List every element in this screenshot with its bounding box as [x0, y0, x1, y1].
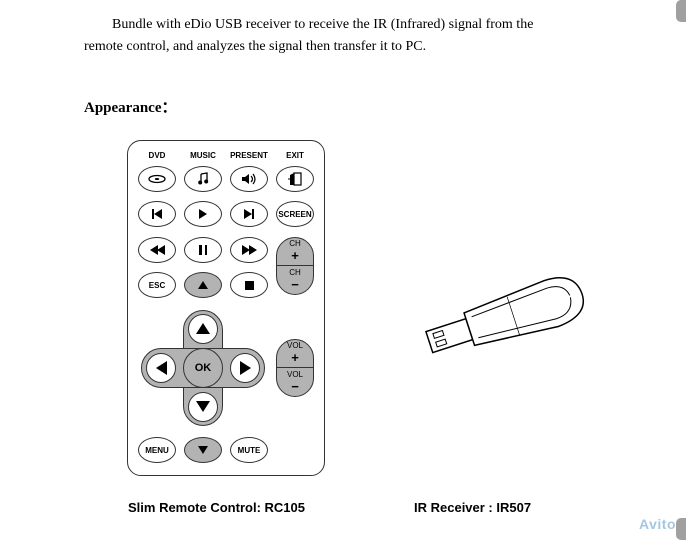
- appearance-heading: Appearance：: [84, 96, 177, 117]
- ir-caption: IR Receiver : IR507: [414, 500, 531, 515]
- triangle-right-icon: [199, 209, 207, 219]
- bar-icon: [252, 209, 255, 219]
- page-corner-marks: [680, 0, 686, 540]
- label-present: PRESENT: [230, 151, 268, 160]
- volume-rocker: VOL + VOL −: [276, 339, 314, 397]
- screen-button: SCREEN: [276, 201, 314, 227]
- ch-label: CH: [289, 240, 301, 248]
- dpad-down-button: [188, 392, 218, 422]
- ir-receiver-diagram: [414, 264, 600, 374]
- exit-button: [276, 166, 314, 192]
- triangle-up-icon: [196, 323, 210, 334]
- triangle-left-icon: [157, 245, 165, 255]
- triangle-left-icon: [156, 361, 167, 375]
- vol-label: VOL: [287, 342, 303, 350]
- small-down-button: [184, 437, 222, 463]
- remote-dpad-row: OK VOL + VOL −: [138, 308, 314, 428]
- triangle-left-icon: [154, 209, 162, 219]
- label-music: MUSIC: [184, 151, 222, 160]
- pause-button: [184, 237, 222, 263]
- dpad-left-button: [146, 353, 176, 383]
- remote-bottom-row: MENU MUTE: [138, 437, 314, 463]
- remote-caption: Slim Remote Control: RC105: [128, 500, 305, 515]
- ir-model: IR507: [496, 500, 531, 515]
- speaker-icon: [241, 173, 257, 185]
- intro-text: Bundle with eDio USB receiver to receive…: [84, 14, 646, 57]
- stop-icon: [245, 281, 254, 290]
- triangle-right-icon: [244, 209, 252, 219]
- pause-icon: [199, 245, 207, 255]
- plus-icon: +: [291, 249, 299, 262]
- channel-up: CH +: [277, 238, 313, 267]
- remote-top-labels: DVD MUSIC PRESENT EXIT: [138, 151, 314, 160]
- minus-icon: −: [291, 380, 299, 393]
- ir-caption-prefix: IR Receiver :: [414, 500, 496, 515]
- channel-down: CH −: [277, 266, 313, 294]
- plus-icon: +: [291, 351, 299, 364]
- next-track-button: [230, 201, 268, 227]
- remote-row-1: [138, 166, 314, 192]
- remote-row-2: SCREEN: [138, 201, 314, 227]
- dvd-button: [138, 166, 176, 192]
- volume-up: VOL +: [277, 340, 313, 369]
- usb-dongle-icon: [414, 264, 600, 374]
- vol-label: VOL: [287, 371, 303, 379]
- disc-icon: [148, 174, 166, 184]
- remote-control-diagram: DVD MUSIC PRESENT EXIT SCREEN: [127, 140, 325, 476]
- esc-button: ESC: [138, 272, 176, 298]
- intro-line-2: remote control, and analyzes the signal …: [84, 36, 646, 58]
- remote-model: RC105: [265, 500, 305, 515]
- minus-icon: −: [291, 278, 299, 291]
- triangle-down-icon: [196, 401, 210, 412]
- triangle-up-icon: [198, 281, 208, 289]
- watermark: Avito: [639, 516, 676, 532]
- dpad: OK: [138, 308, 268, 428]
- remote-caption-prefix: Slim Remote Control:: [128, 500, 265, 515]
- triangle-right-icon: [240, 361, 251, 375]
- small-up-button: [184, 272, 222, 298]
- music-button: [184, 166, 222, 192]
- triangle-down-icon: [198, 446, 208, 454]
- rewind-button: [138, 237, 176, 263]
- exit-door-icon: [288, 172, 302, 186]
- ok-button: OK: [183, 348, 223, 388]
- fforward-button: [230, 237, 268, 263]
- mute-button: MUTE: [230, 437, 268, 463]
- ch-label: CH: [289, 269, 301, 277]
- menu-button: MENU: [138, 437, 176, 463]
- triangle-right-icon: [249, 245, 257, 255]
- present-button: [230, 166, 268, 192]
- dpad-up-button: [188, 314, 218, 344]
- label-dvd: DVD: [138, 151, 176, 160]
- label-exit: EXIT: [276, 151, 314, 160]
- music-note-icon: [197, 172, 209, 186]
- dpad-right-button: [230, 353, 260, 383]
- channel-rocker: CH + CH −: [276, 237, 314, 295]
- play-button: [184, 201, 222, 227]
- volume-down: VOL −: [277, 368, 313, 396]
- stop-button: [230, 272, 268, 298]
- prev-track-button: [138, 201, 176, 227]
- intro-line-1: Bundle with eDio USB receiver to receive…: [84, 14, 646, 36]
